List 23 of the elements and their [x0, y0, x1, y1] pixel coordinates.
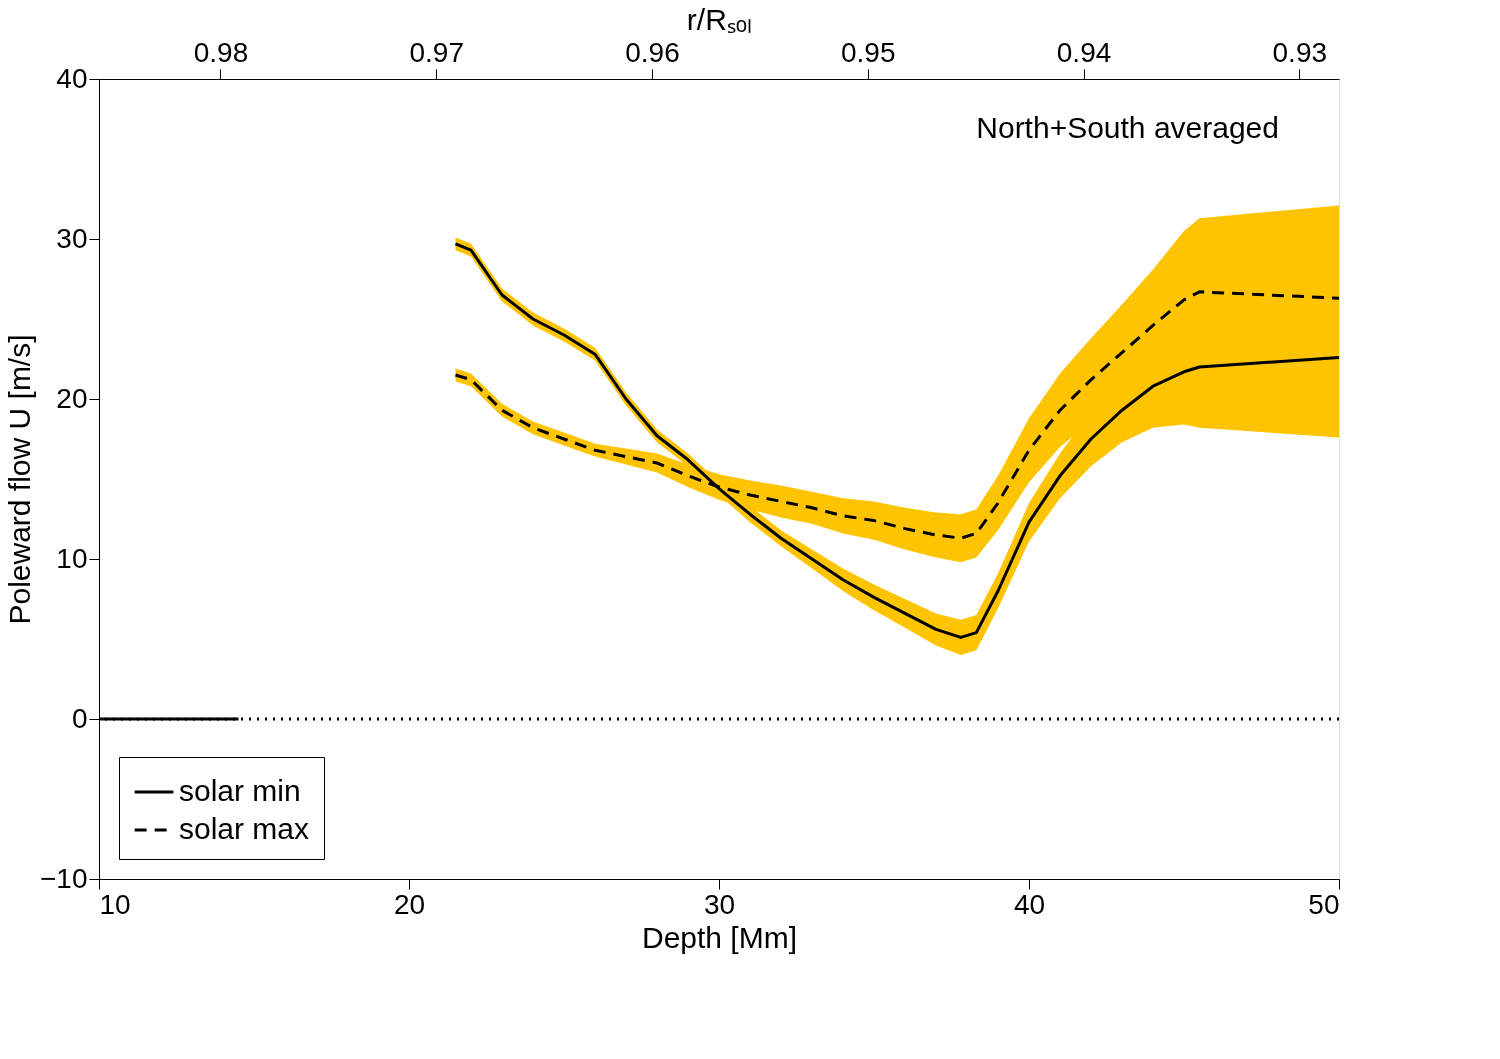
- y-tick-label: 0: [71, 702, 88, 734]
- legend-label: solar max: [179, 812, 310, 845]
- x2-axis-title: r/Rₛₒₗ: [686, 2, 753, 36]
- y-tick-label: 20: [56, 382, 88, 414]
- x-tick-label: 30: [703, 888, 736, 920]
- x-tick-label: 40: [1013, 888, 1046, 920]
- annotation: North+South averaged: [976, 111, 1279, 144]
- x2-tick-label: 0.97: [409, 36, 464, 68]
- y-tick-label: 40: [56, 62, 88, 94]
- x-tick-label: 10: [99, 888, 131, 920]
- y-axis-title: Poleward flow U [m/s]: [3, 334, 36, 625]
- x-tick-label: 20: [393, 888, 426, 920]
- x2-tick-label: 0.96: [625, 36, 680, 68]
- x-axis-title: Depth [Mm]: [641, 920, 798, 954]
- y-tick-label: 10: [56, 542, 88, 574]
- y-tick-label: 30: [56, 222, 88, 254]
- x2-tick-label: 0.98: [193, 36, 249, 68]
- x2-tick-label: 0.95: [841, 36, 896, 68]
- x2-tick-label: 0.93: [1272, 36, 1328, 68]
- x-tick-label: 50: [1308, 888, 1340, 920]
- y-tick-label: −10: [40, 862, 88, 894]
- legend-label: solar min: [179, 774, 301, 807]
- x2-tick-label: 0.94: [1056, 36, 1112, 68]
